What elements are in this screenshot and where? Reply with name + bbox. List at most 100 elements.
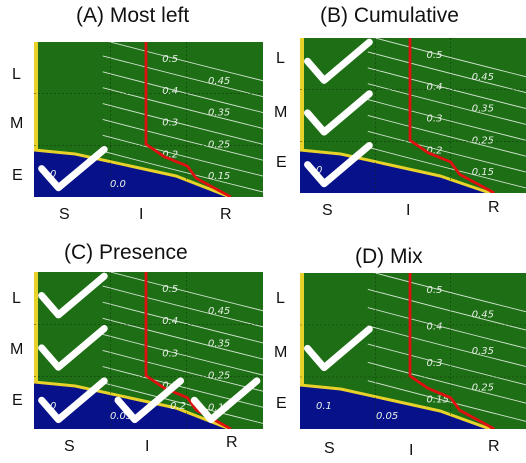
panel-a-xlabel-r: R <box>220 206 232 223</box>
panel-b-title: (B) Cumulative <box>320 4 459 27</box>
contour-label: 0.35 <box>208 338 230 349</box>
panel-d-red-boundary <box>408 273 496 429</box>
contour-line <box>102 301 263 344</box>
contour-label: 0.3 <box>427 358 443 369</box>
checkmark-icon <box>38 325 108 371</box>
contour-line <box>367 51 526 94</box>
panel-b-xlabel-s: S <box>322 202 333 219</box>
panel-c-xlabel-s: S <box>64 438 75 455</box>
contour-label: 0.25 <box>472 382 494 393</box>
contour-line <box>367 67 526 109</box>
contour-label: 0.3 <box>162 118 178 129</box>
checkmark-icon <box>38 145 108 192</box>
panel-c-title: (C) Presence <box>64 241 188 264</box>
blue-region-label: 0.2 <box>170 401 186 412</box>
contour-line <box>367 130 526 173</box>
panel-d-ylabel-m: M <box>274 344 288 361</box>
contour-line <box>373 38 526 78</box>
panel-b-ylabel-m: M <box>274 104 288 121</box>
checkmark-icon <box>38 377 108 424</box>
contour-label: 0.4 <box>427 322 443 333</box>
contour-line <box>102 134 263 177</box>
contour-line <box>102 333 263 376</box>
contour-line <box>102 87 263 129</box>
contour-line <box>367 343 526 386</box>
checkmark-icon <box>38 272 108 319</box>
panel-c-yellow-boundary <box>34 380 231 429</box>
contour-label: 0.15 <box>208 403 230 414</box>
blue-region-label: 0.1 <box>316 401 332 412</box>
contour-line <box>367 361 526 404</box>
panel-a-ylabel-e: E <box>12 167 23 184</box>
contour-label: 0.4 <box>427 82 443 93</box>
panel-b-red-boundary <box>408 38 496 193</box>
contour-label: 0.4 <box>162 86 178 97</box>
blue-region-label: 0 <box>50 169 56 180</box>
checkmark-icon <box>304 38 373 84</box>
panel-c-ylabel-e: E <box>12 392 23 409</box>
panel-d-blue-region <box>300 385 490 429</box>
contour-line <box>367 380 526 422</box>
contour-line <box>367 83 526 125</box>
panel-a-ylabel-l: L <box>12 66 21 83</box>
panel-d-xlabel-s: S <box>324 440 335 457</box>
panel-d-ylabel-l: L <box>276 290 285 307</box>
contour-label: 0.45 <box>208 76 230 87</box>
contour-label: 0.4 <box>162 316 178 327</box>
panel-b-yellow-boundary <box>300 148 491 193</box>
contour-line <box>102 119 263 161</box>
panel-a-xlabel-i: I <box>139 206 144 223</box>
contour-label: 0.45 <box>472 72 494 83</box>
contour-label: 0.3 <box>427 114 443 125</box>
contour-label: 0.25 <box>472 135 494 146</box>
panel-a-yellow-boundary <box>34 148 231 197</box>
contour-label: 0.2 <box>162 149 178 160</box>
contour-line <box>102 317 263 360</box>
contour-label: 0.15 <box>427 395 449 406</box>
panel-d-xlabel-i: I <box>409 442 414 459</box>
contour-line <box>102 55 263 98</box>
contour-label: 0.35 <box>472 104 494 115</box>
blue-region-label: 0 <box>50 401 56 412</box>
contour-line <box>102 150 263 193</box>
contour-line <box>108 42 263 82</box>
panel-d-title: (D) Mix <box>355 245 423 268</box>
panel-a-xlabel-s: S <box>59 206 70 223</box>
contour-label: 0.5 <box>162 284 178 295</box>
panel-c-xlabel-i: I <box>145 438 150 455</box>
panel-c-xlabel-r: R <box>226 434 238 451</box>
panel-c-ylabel-l: L <box>12 290 21 307</box>
panel-d-plot: 0.5 0.45 0.4 0.35 0.3 0.25 0.15 0.1 0.05 <box>300 273 526 429</box>
contour-line <box>108 272 263 312</box>
contour-line <box>102 382 263 424</box>
contour-line <box>102 103 263 145</box>
panel-d-ylabel-e: E <box>276 395 287 412</box>
blue-region-label: 0 <box>316 165 322 176</box>
contour-label: 0.45 <box>472 309 494 320</box>
panel-b-xlabel-i: I <box>406 202 411 219</box>
checkmark-icon <box>190 377 261 424</box>
panel-a-ylabel-m: M <box>10 115 24 132</box>
panel-c-ylabel-m: M <box>10 341 24 358</box>
panel-d-xlabel-r: R <box>488 438 500 455</box>
contour-label: 0.3 <box>162 348 178 359</box>
contour-line <box>367 146 526 189</box>
contour-label: 0.25 <box>208 370 230 381</box>
contour-label: 0.5 <box>427 285 443 296</box>
contour-line <box>367 99 526 141</box>
panel-c-blue-region <box>34 382 230 429</box>
panel-a-blue-region <box>34 150 230 197</box>
contour-line <box>367 307 526 349</box>
panel-a-plot: 0.5 0.45 0.4 0.35 0.3 0.25 0.2 0.15 0 0.0 <box>34 42 263 197</box>
checkmark-icon <box>304 141 373 188</box>
panel-b-ylabel-l: L <box>276 50 285 67</box>
checkmark-icon <box>304 325 373 372</box>
contour-line <box>367 325 526 368</box>
panel-d-yellow-boundary <box>300 383 491 429</box>
contour-label: 0.15 <box>208 171 230 182</box>
contour-line <box>102 285 263 328</box>
blue-region-label: 0.05 <box>376 411 398 422</box>
panel-a-red-boundary <box>144 42 232 197</box>
contour-line <box>367 288 526 331</box>
